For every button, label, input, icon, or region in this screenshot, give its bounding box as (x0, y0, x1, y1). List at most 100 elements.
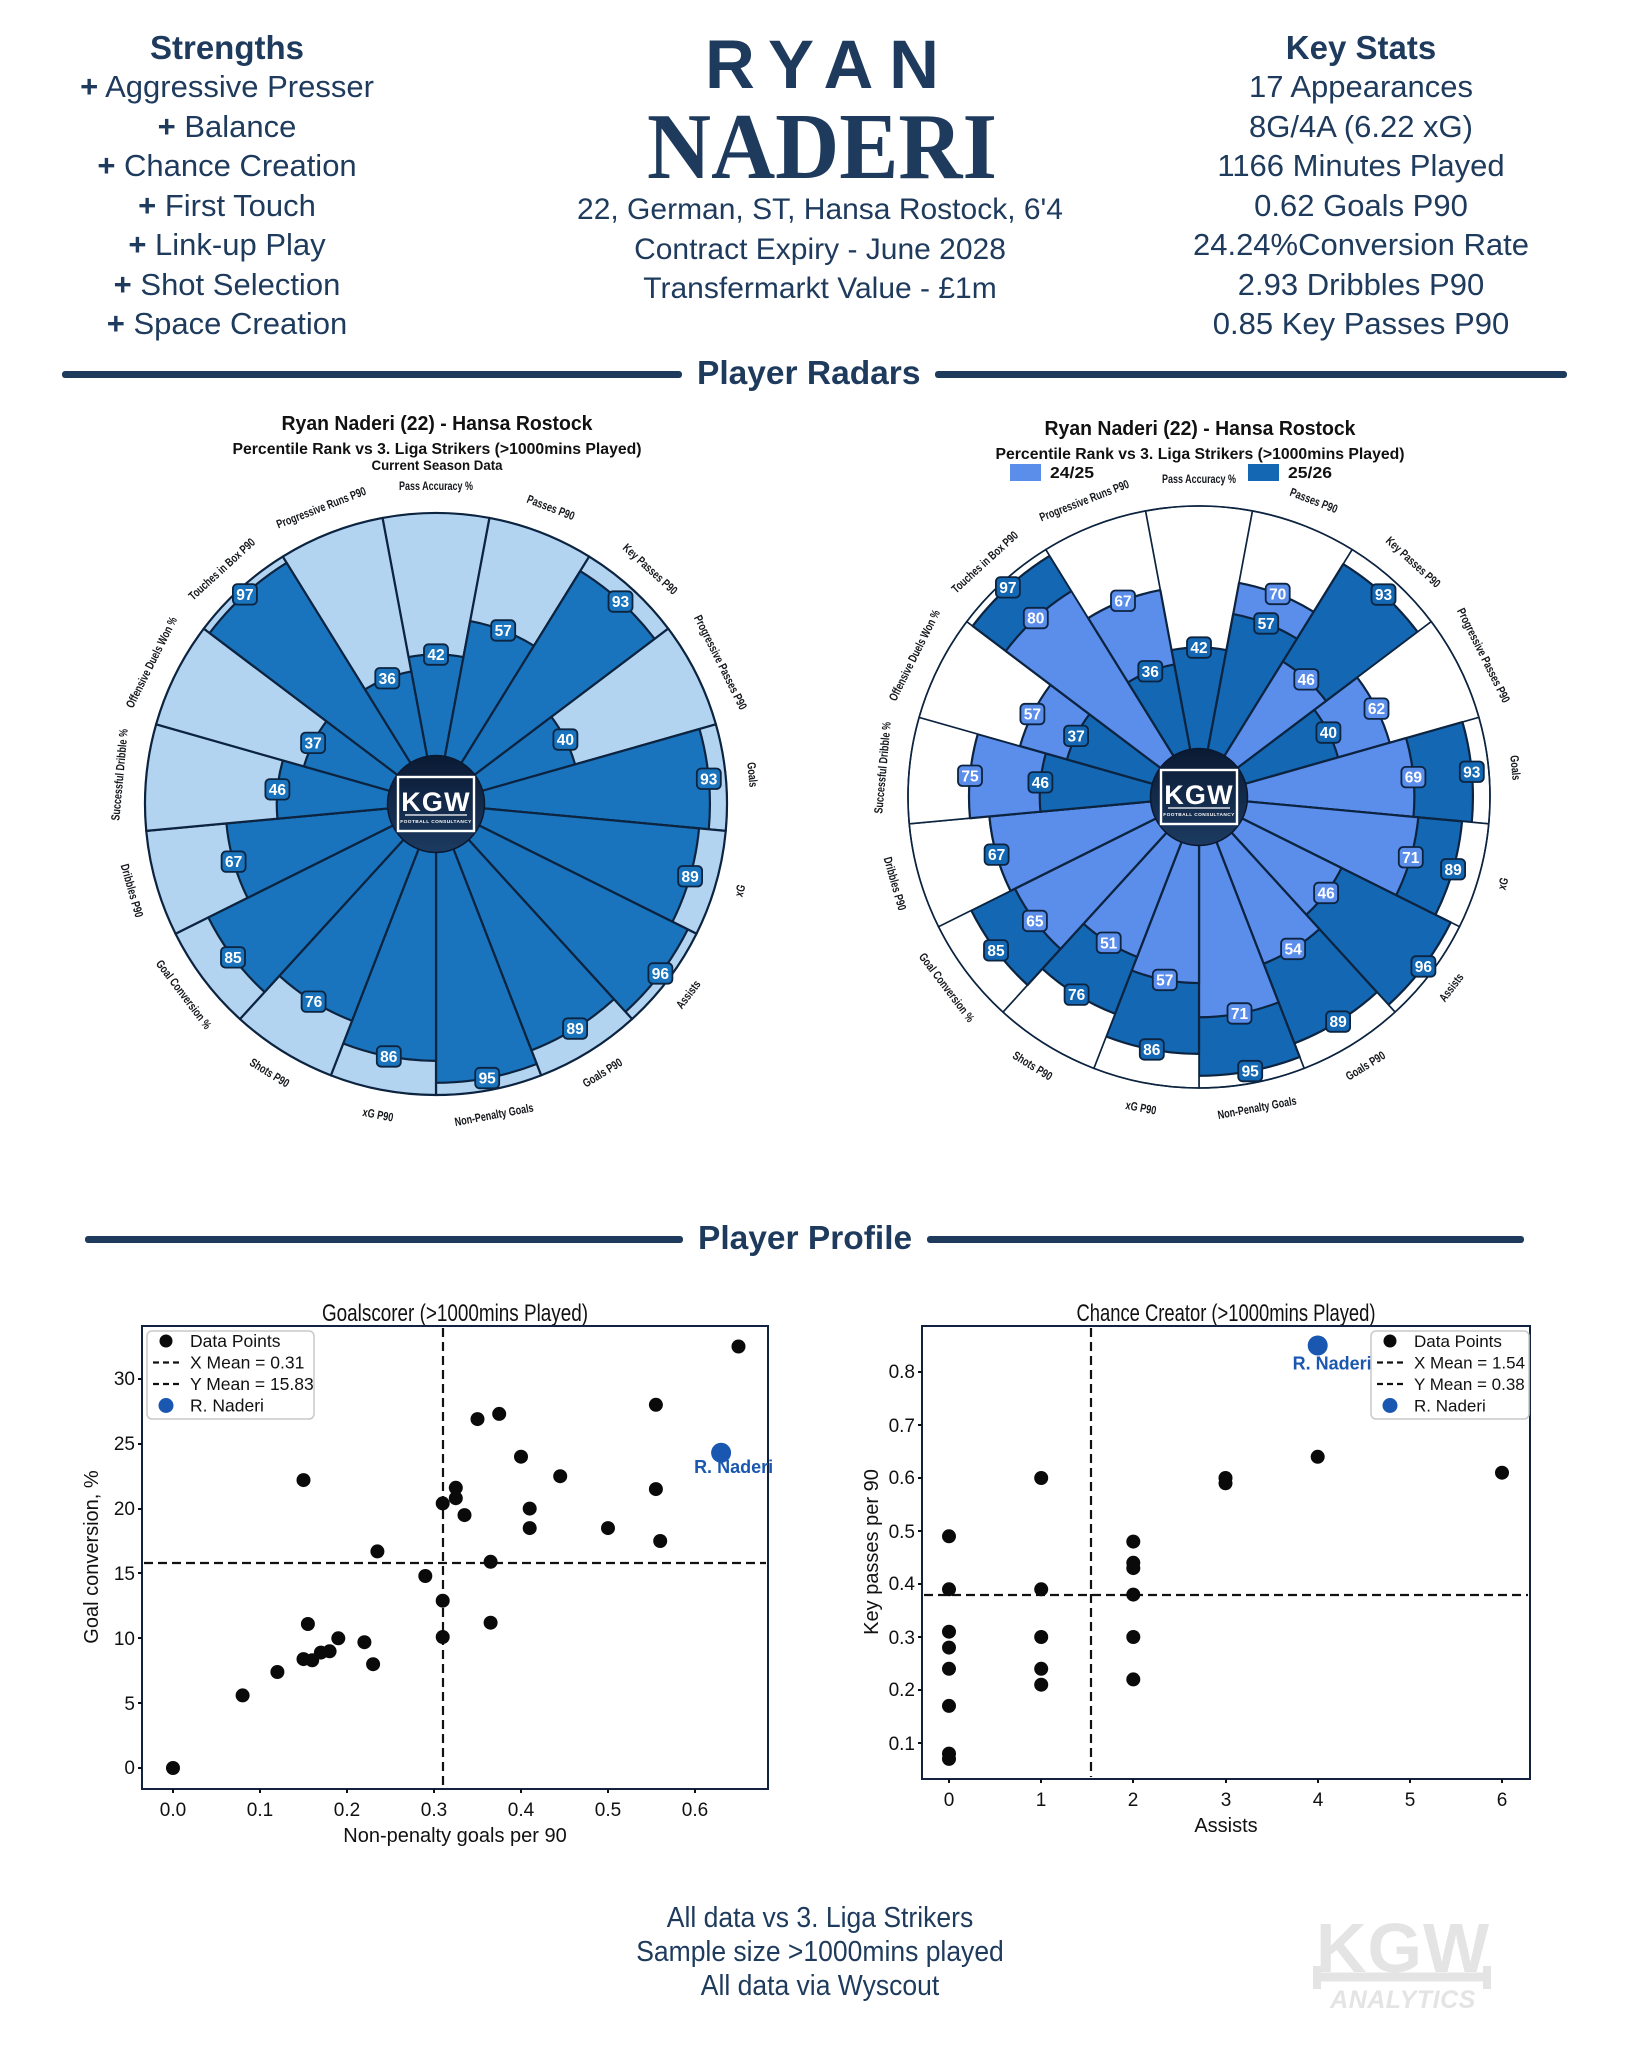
svg-text:3: 3 (1221, 1790, 1232, 1811)
svg-text:46: 46 (1317, 886, 1335, 903)
svg-text:Chance Creator (>1000mins Play: Chance Creator (>1000mins Played) (1077, 1300, 1376, 1327)
svg-text:40: 40 (1320, 725, 1337, 742)
svg-text:80: 80 (1027, 611, 1044, 628)
svg-text:R. Naderi: R. Naderi (1293, 1354, 1372, 1374)
svg-text:96: 96 (652, 966, 670, 983)
svg-text:85: 85 (224, 950, 242, 967)
svg-text:97: 97 (236, 587, 253, 604)
svg-text:57: 57 (1156, 973, 1173, 990)
svg-text:Non-penalty goals per 90: Non-penalty goals per 90 (343, 1825, 566, 1847)
svg-text:76: 76 (305, 994, 323, 1011)
svg-text:0.2: 0.2 (889, 1680, 915, 1701)
svg-text:36: 36 (1142, 664, 1160, 681)
svg-text:86: 86 (380, 1049, 398, 1066)
svg-text:57: 57 (1258, 616, 1275, 633)
svg-text:69: 69 (1405, 770, 1423, 787)
svg-text:46: 46 (1298, 672, 1316, 689)
svg-text:67: 67 (1114, 593, 1131, 610)
svg-text:46: 46 (1032, 775, 1050, 792)
svg-text:40: 40 (557, 732, 574, 749)
svg-text:0.5: 0.5 (889, 1522, 915, 1543)
svg-text:0.4: 0.4 (889, 1574, 916, 1595)
svg-text:ANALYTICS: ANALYTICS (1329, 1986, 1476, 2014)
svg-text:51: 51 (1100, 935, 1118, 952)
svg-text:RYAN: RYAN (705, 26, 939, 103)
svg-text:Goal conversion, %: Goal conversion, % (81, 1470, 103, 1644)
svg-text:65: 65 (1026, 914, 1044, 931)
svg-text:R. Naderi: R. Naderi (190, 1396, 264, 1416)
svg-text:93: 93 (700, 771, 718, 788)
svg-text:10: 10 (114, 1629, 135, 1650)
svg-text:X Mean = 1.54: X Mean = 1.54 (1414, 1354, 1525, 1373)
svg-text:Data Points: Data Points (190, 1331, 281, 1351)
svg-text:57: 57 (1024, 707, 1041, 724)
svg-text:Current Season Data: Current Season Data (372, 457, 503, 473)
svg-text:xG P90: xG P90 (1124, 1098, 1157, 1118)
svg-text:R. Naderi: R. Naderi (694, 1457, 773, 1477)
svg-text:67: 67 (225, 854, 242, 871)
svg-text:Passes P90: Passes P90 (525, 492, 577, 523)
svg-text:0.2: 0.2 (334, 1800, 360, 1821)
svg-text:Assists: Assists (673, 977, 704, 1011)
svg-text:30: 30 (114, 1369, 135, 1390)
svg-text:96: 96 (1415, 959, 1433, 976)
svg-text:89: 89 (681, 869, 699, 886)
svg-text:Passes P90: Passes P90 (1288, 485, 1340, 516)
svg-text:75: 75 (961, 768, 979, 785)
svg-text:0: 0 (124, 1758, 135, 1779)
svg-text:KGW: KGW (401, 787, 471, 817)
svg-text:R. Naderi: R. Naderi (1414, 1397, 1486, 1416)
svg-text:57: 57 (495, 623, 512, 640)
svg-text:5: 5 (1405, 1790, 1416, 1811)
svg-text:Shots P90: Shots P90 (1010, 1048, 1055, 1083)
svg-text:Percentile Rank vs 3. Liga Str: Percentile Rank vs 3. Liga Strikers (>10… (233, 441, 642, 458)
svg-text:Percentile Rank vs 3. Liga Str: Percentile Rank vs 3. Liga Strikers (>10… (996, 446, 1405, 463)
svg-text:62: 62 (1368, 701, 1385, 718)
svg-text:0.6: 0.6 (682, 1800, 708, 1821)
svg-text:xG P90: xG P90 (361, 1105, 394, 1125)
svg-text:Dribbles P90: Dribbles P90 (881, 855, 910, 912)
svg-text:67: 67 (988, 847, 1005, 864)
svg-text:Non-Penalty Goals: Non-Penalty Goals (1216, 1094, 1297, 1123)
svg-text:95: 95 (479, 1071, 497, 1088)
svg-text:25: 25 (114, 1434, 135, 1455)
svg-text:KGW: KGW (1164, 780, 1234, 810)
svg-text:xG: xG (1495, 876, 1512, 891)
svg-text:0: 0 (944, 1790, 955, 1811)
svg-text:25/26: 25/26 (1288, 465, 1332, 482)
svg-text:Goals: Goals (744, 762, 760, 788)
svg-text:Goals P90: Goals P90 (1343, 1048, 1388, 1083)
svg-text:Assists: Assists (1194, 1815, 1257, 1837)
svg-text:0.0: 0.0 (160, 1800, 186, 1821)
svg-text:97: 97 (999, 580, 1016, 597)
svg-text:76: 76 (1068, 987, 1086, 1004)
svg-text:0.4: 0.4 (508, 1800, 535, 1821)
svg-text:X Mean = 0.31: X Mean = 0.31 (190, 1353, 304, 1373)
svg-text:0.5: 0.5 (595, 1800, 621, 1821)
svg-text:0.7: 0.7 (889, 1416, 915, 1437)
svg-text:6: 6 (1497, 1790, 1508, 1811)
svg-text:89: 89 (1329, 1014, 1347, 1031)
svg-text:95: 95 (1242, 1064, 1260, 1081)
svg-text:71: 71 (1402, 850, 1420, 867)
svg-text:Shots P90: Shots P90 (247, 1055, 292, 1090)
svg-text:1: 1 (1036, 1790, 1047, 1811)
svg-text:93: 93 (1463, 764, 1481, 781)
svg-text:Non-Penalty Goals: Non-Penalty Goals (453, 1101, 534, 1130)
svg-text:Pass Accuracy %: Pass Accuracy % (1162, 472, 1236, 486)
svg-text:Assists: Assists (1436, 970, 1467, 1004)
svg-text:FOOTBALL CONSULTANCY: FOOTBALL CONSULTANCY (400, 819, 472, 825)
svg-text:24/25: 24/25 (1050, 465, 1094, 482)
svg-text:89: 89 (1444, 862, 1462, 879)
svg-text:15: 15 (114, 1564, 135, 1585)
svg-text:86: 86 (1143, 1042, 1161, 1059)
svg-text:2: 2 (1128, 1790, 1139, 1811)
svg-text:Data Points: Data Points (1414, 1332, 1502, 1351)
svg-text:Y Mean = 15.83: Y Mean = 15.83 (190, 1374, 314, 1394)
svg-text:0.1: 0.1 (247, 1800, 273, 1821)
svg-text:0.8: 0.8 (889, 1362, 915, 1383)
svg-text:Goals: Goals (1507, 755, 1523, 781)
svg-text:Goals P90: Goals P90 (580, 1055, 625, 1090)
svg-text:FOOTBALL CONSULTANCY: FOOTBALL CONSULTANCY (1163, 812, 1235, 818)
svg-text:70: 70 (1269, 587, 1286, 604)
